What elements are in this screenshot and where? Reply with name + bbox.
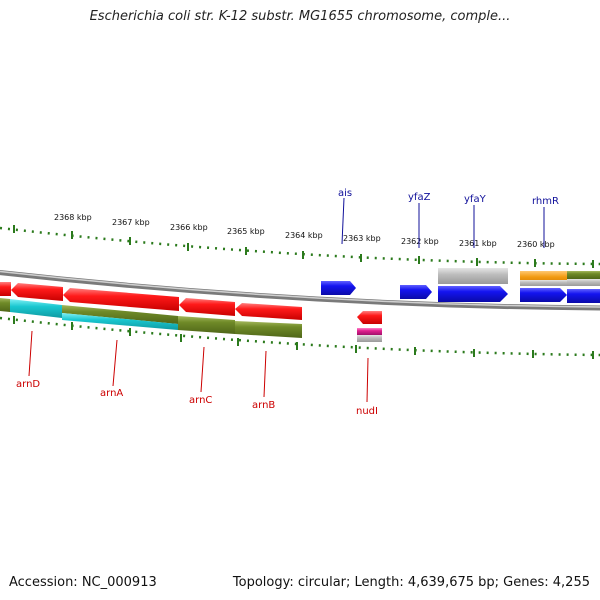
olive-feature [62,305,178,324]
reverse-strand-features [0,282,382,342]
gene-label-arnA[interactable]: arnA [100,388,123,399]
map-title: Escherichia coli str. K-12 substr. MG165… [89,9,511,24]
gene-label-nudI[interactable]: nudI [356,406,378,417]
olive-feature [178,316,235,334]
ruler-label: 2366 kbp [170,223,208,232]
label-leader [263,350,267,398]
gene-arnB-arrow[interactable] [235,303,302,320]
chromosome-backbone [0,270,600,311]
gene-arnD-arrow[interactable] [11,283,63,301]
ruler-label: 2363 kbp [343,234,381,243]
ruler-bottom [0,316,600,359]
gene-arnA-arrow[interactable] [63,288,179,311]
gene-label-yfaZ[interactable]: yfaZ [408,192,431,203]
cyan-feature [10,299,62,318]
olive-feature [0,298,10,312]
cyan-feature [62,313,178,330]
label-leader [112,339,118,387]
gene-ais-arrow[interactable] [321,281,356,295]
gene-yfaZ-arrow[interactable] [400,285,432,299]
gray-feature [357,335,382,342]
gene-rhmR-arrow[interactable] [520,288,567,302]
label-leader [200,346,205,393]
label-leader [28,330,33,377]
label-leader [341,197,345,245]
gene-arrow[interactable] [0,282,11,296]
forward-strand-features [321,268,600,303]
gray-feature [567,279,600,286]
ruler-label: 2362 kbp [401,237,439,246]
gene-nudI-arrow[interactable] [357,311,382,324]
ruler-label: 2365 kbp [227,227,265,236]
ruler-label: 2360 kbp [517,240,555,249]
gene-label-arnB[interactable]: arnB [252,400,275,411]
ruler-label: 2361 kbp [459,239,497,248]
gene-labels-top: ais yfaZ yfaY rhmR [338,188,559,248]
olive-feature [567,271,600,279]
ruler-top: 2368 kbp 2367 kbp 2366 kbp 2365 kbp 2364… [0,213,600,268]
gene-label-arnC[interactable]: arnC [189,395,212,406]
gene-label-ais[interactable]: ais [338,188,352,199]
ruler-label: 2368 kbp [54,213,92,222]
gene-arrow[interactable] [567,289,600,303]
gene-arnC-arrow[interactable] [179,298,235,316]
gene-label-rhmR[interactable]: rhmR [532,196,559,207]
gene-yfaY-arrow[interactable] [438,286,508,302]
gray-feature [520,280,567,286]
gray-feature [438,268,508,284]
olive-feature [235,321,302,338]
gene-label-yfaY[interactable]: yfaY [464,194,487,205]
gene-label-arnD[interactable]: arnD [16,379,40,390]
topology-summary: Topology: circular; Length: 4,639,675 bp… [232,575,590,590]
label-leader [366,357,369,403]
accession-text: Accession: NC_000913 [9,575,157,590]
ruler-label: 2364 kbp [285,231,323,240]
ruler-label: 2367 kbp [112,218,150,227]
gene-labels-bottom: arnD arnA arnC arnB nudI [16,330,378,417]
magenta-feature [357,328,382,335]
